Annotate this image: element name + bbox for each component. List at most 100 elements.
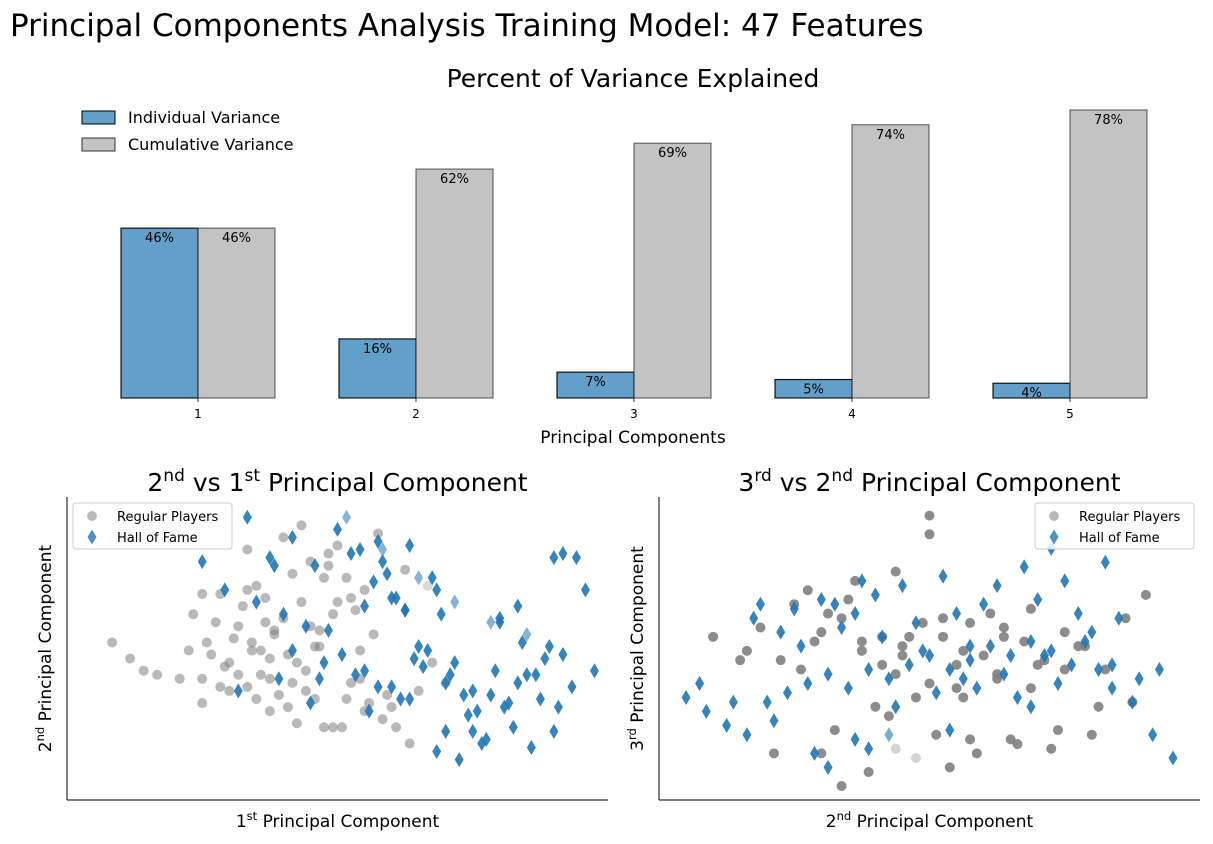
scatter2-point-hof [810, 745, 820, 761]
scatter1-point-hof [558, 546, 568, 562]
scatter2-point-hof [1094, 661, 1104, 677]
scatter2-point-hof [749, 610, 759, 626]
scatter2-point-hof [1107, 680, 1117, 696]
scatter2-point-hof [1046, 643, 1056, 659]
legend-label-cumulative: Cumulative Variance [128, 135, 294, 154]
scatter1-point-regular [341, 694, 352, 704]
scatter2-point-regular [796, 664, 807, 675]
scatter1-point-regular [255, 669, 266, 680]
scatter2-point-regular [1025, 603, 1036, 614]
scatter2-point-regular [883, 711, 894, 722]
scatter2-point-regular [1120, 613, 1131, 624]
scatter1-point-regular [373, 528, 384, 539]
scatter2-point-regular [1019, 636, 1030, 647]
scatter1-point-hof [387, 590, 397, 606]
scatter1-point-regular [422, 580, 433, 591]
scatter1-point-hof [517, 634, 527, 650]
bar-cumulative-2 [415, 168, 494, 399]
scatter2-point-hof [1127, 694, 1137, 710]
scatter2-point-hof [945, 661, 955, 677]
scatter1-point-hof [337, 647, 347, 663]
scatter2-point-hof [695, 675, 705, 691]
scatter2-point-regular [910, 692, 921, 703]
scatter1-point-hof [535, 691, 545, 707]
scatter1-point-regular [282, 702, 293, 713]
scatter2-point-regular [741, 645, 752, 656]
bar-individual-2 [338, 338, 417, 399]
scatter1-point-regular [327, 722, 338, 733]
scatter2-point-regular [992, 669, 1003, 680]
scatter1-legend-marker-hof [87, 529, 97, 545]
scatter2-point-hof [681, 689, 691, 705]
scatter1-point-hof [558, 647, 568, 663]
scatter1-point-hof [319, 655, 329, 671]
scatter1-point-hof [414, 570, 424, 586]
scatter2-point-hof [864, 661, 874, 677]
scatter1-point-regular [188, 609, 199, 620]
bar-legend: Individual Variance Cumulative Variance [81, 108, 294, 154]
scatter2-point-regular [1005, 734, 1016, 745]
scatter1-point-hof [287, 643, 297, 659]
scatter1-point-hof [486, 614, 496, 630]
scatter2-point-hof [850, 731, 860, 747]
scatter1-point-hof [418, 659, 428, 675]
bar-x-ticks: 1 2 3 4 5 [194, 398, 1074, 421]
scatter2-point-hof [789, 601, 799, 617]
scatter2-point-hof [931, 685, 941, 701]
scatter2-point-hof [1006, 647, 1016, 663]
scatter2-point-hof [762, 694, 772, 710]
scatter1-point-hof [589, 663, 599, 679]
scatter2-point-regular [1100, 664, 1111, 675]
scatter1-point-hof [351, 667, 361, 683]
scatter2-point-hof [837, 620, 847, 636]
scatter1-legend-frame [72, 502, 233, 550]
scatter2-point-hof [850, 606, 860, 622]
scatter2-point-hof [728, 694, 738, 710]
scatter2-point-hof [1080, 634, 1090, 650]
scatter1-point-hof [346, 546, 356, 562]
scatter1-point-hof [531, 667, 541, 683]
scatter2-legend-frame [1034, 502, 1195, 550]
scatter1-point-regular [291, 657, 302, 668]
scatter1-point-regular [224, 685, 235, 696]
scatter1-point-hof [436, 606, 446, 622]
scatter1-point-hof [342, 509, 352, 525]
scatter1-point-regular [215, 681, 226, 692]
scatter1-point-hof [571, 550, 581, 566]
scatter2-point-hof [816, 592, 826, 608]
scatter1-point-hof [427, 570, 437, 586]
scatter1-point-hof [540, 651, 550, 667]
scatter1-point-regular [337, 722, 348, 733]
scatter1-point-regular [327, 609, 338, 620]
scatter1-point-regular [400, 564, 411, 575]
scatter2-title: 3rd vs 2nd Principal Component [738, 466, 1120, 497]
scatter2-point-hof [1107, 657, 1117, 673]
scatter2-point-hof [823, 759, 833, 775]
scatter2-point-hof [979, 596, 989, 612]
scatter1-point-regular [264, 706, 275, 717]
scatter1-point-hof [445, 667, 455, 683]
scatter1-point-hof [396, 691, 406, 707]
scatter1-point-hof [197, 554, 207, 570]
scatter1-point-regular [197, 698, 208, 709]
scatter1-point-hof [522, 626, 532, 642]
scatter1-point-regular [264, 673, 275, 684]
scatter1-point-hof [373, 679, 383, 695]
scatter2-point-regular [924, 678, 935, 689]
scatter1-point-hof [364, 703, 374, 719]
scatter1-point-hof [553, 699, 563, 715]
scatter2-point-regular [917, 617, 928, 628]
scatter2-point-regular [870, 701, 881, 712]
scatter2-point-hof [1019, 559, 1029, 575]
scatter1-point-regular [300, 685, 311, 696]
scatter1-point-regular [314, 625, 325, 636]
scatter2-points [681, 510, 1178, 792]
scatter1-point-regular [404, 738, 415, 749]
scatter1-legend: Regular Players Hall of Fame [72, 502, 233, 550]
scatter2-point-regular [897, 641, 908, 652]
legend-swatch-individual [81, 110, 116, 125]
bar-chart-title: Percent of Variance Explained [447, 64, 820, 93]
scatter1-point-regular [138, 665, 149, 676]
scatter1-point-hof [265, 550, 275, 566]
